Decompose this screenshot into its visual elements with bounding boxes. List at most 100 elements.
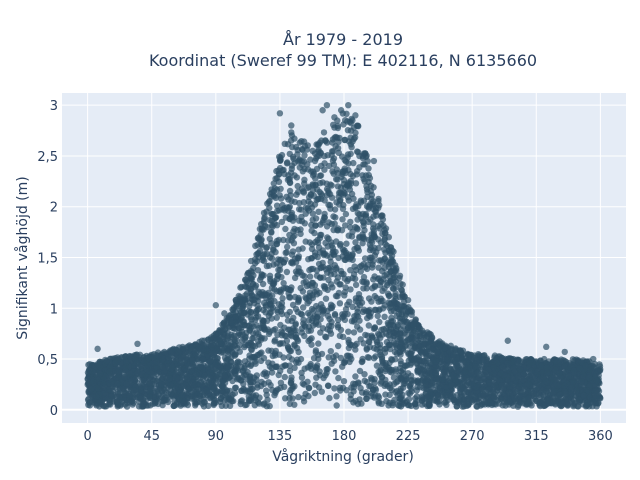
data-point [386, 273, 393, 280]
data-point [171, 402, 178, 409]
data-point [354, 168, 361, 175]
data-point [244, 376, 251, 383]
data-point [365, 322, 372, 329]
data-point [561, 363, 568, 370]
data-point [361, 377, 368, 384]
data-point [407, 380, 415, 388]
data-point [323, 334, 330, 341]
data-point [378, 326, 385, 334]
data-point [405, 401, 413, 409]
data-point [315, 244, 323, 251]
data-point [371, 292, 378, 300]
data-point [282, 225, 289, 233]
data-point [325, 219, 333, 226]
data-point [254, 302, 261, 310]
data-point [338, 190, 345, 197]
data-point [253, 251, 260, 258]
data-point [355, 299, 362, 307]
data-point [253, 314, 260, 321]
data-point [280, 280, 287, 287]
data-point [469, 380, 476, 388]
data-point [427, 388, 434, 396]
data-point [466, 395, 474, 402]
data-point [308, 245, 316, 253]
data-point [308, 341, 315, 348]
data-point [162, 389, 170, 396]
data-point [379, 287, 386, 294]
data-point [397, 280, 404, 287]
data-point [352, 346, 359, 353]
data-point [404, 336, 412, 343]
data-point [347, 218, 354, 226]
data-point [302, 238, 309, 245]
data-point [300, 316, 307, 324]
data-point [300, 394, 307, 402]
data-point [210, 400, 217, 407]
data-point [262, 309, 269, 316]
data-point [254, 297, 262, 305]
data-point [256, 290, 264, 297]
data-point [269, 223, 276, 230]
data-point [321, 166, 328, 173]
data-point [359, 308, 367, 316]
data-point [307, 200, 314, 207]
data-point [381, 345, 389, 353]
data-point [269, 210, 276, 218]
data-point [370, 276, 377, 283]
data-point [301, 273, 308, 280]
data-point [356, 234, 363, 242]
data-point [262, 303, 269, 310]
data-point [359, 358, 366, 365]
data-point [298, 374, 306, 381]
data-point [310, 355, 318, 362]
data-point [365, 338, 372, 345]
data-point [481, 398, 488, 405]
data-point [277, 156, 284, 163]
data-point [324, 382, 332, 389]
data-point [346, 298, 353, 305]
data-point [300, 279, 307, 286]
data-point [426, 352, 433, 360]
data-point [278, 274, 285, 281]
data-point [264, 200, 271, 207]
data-point [439, 376, 446, 383]
data-point [390, 307, 398, 315]
data-point [450, 372, 457, 380]
data-point [420, 341, 427, 348]
data-point [334, 274, 342, 281]
data-point [307, 191, 314, 199]
data-point [206, 358, 214, 365]
data-point [218, 328, 225, 335]
data-point [474, 369, 481, 376]
data-point [259, 226, 266, 233]
data-point [385, 341, 392, 348]
data-point [399, 400, 407, 407]
data-point [360, 197, 368, 204]
data-point [341, 310, 348, 318]
data-point [265, 379, 272, 386]
data-point [497, 370, 505, 377]
data-point [393, 265, 400, 272]
data-point [261, 326, 269, 333]
data-point [350, 384, 358, 391]
data-point [361, 255, 369, 262]
data-point [275, 236, 283, 244]
data-point [263, 317, 271, 324]
data-point [84, 396, 92, 404]
data-point [292, 334, 299, 341]
data-point [408, 311, 415, 319]
data-point [361, 371, 368, 378]
data-point [295, 393, 302, 401]
data-point [245, 388, 252, 395]
data-point [320, 274, 327, 281]
data-point [288, 356, 296, 363]
data-point [273, 260, 280, 267]
data-point [220, 382, 227, 390]
data-point [277, 340, 284, 347]
data-point [247, 397, 254, 404]
data-point [208, 342, 215, 349]
data-point [120, 385, 127, 393]
data-point [256, 276, 264, 283]
data-point [291, 274, 299, 282]
